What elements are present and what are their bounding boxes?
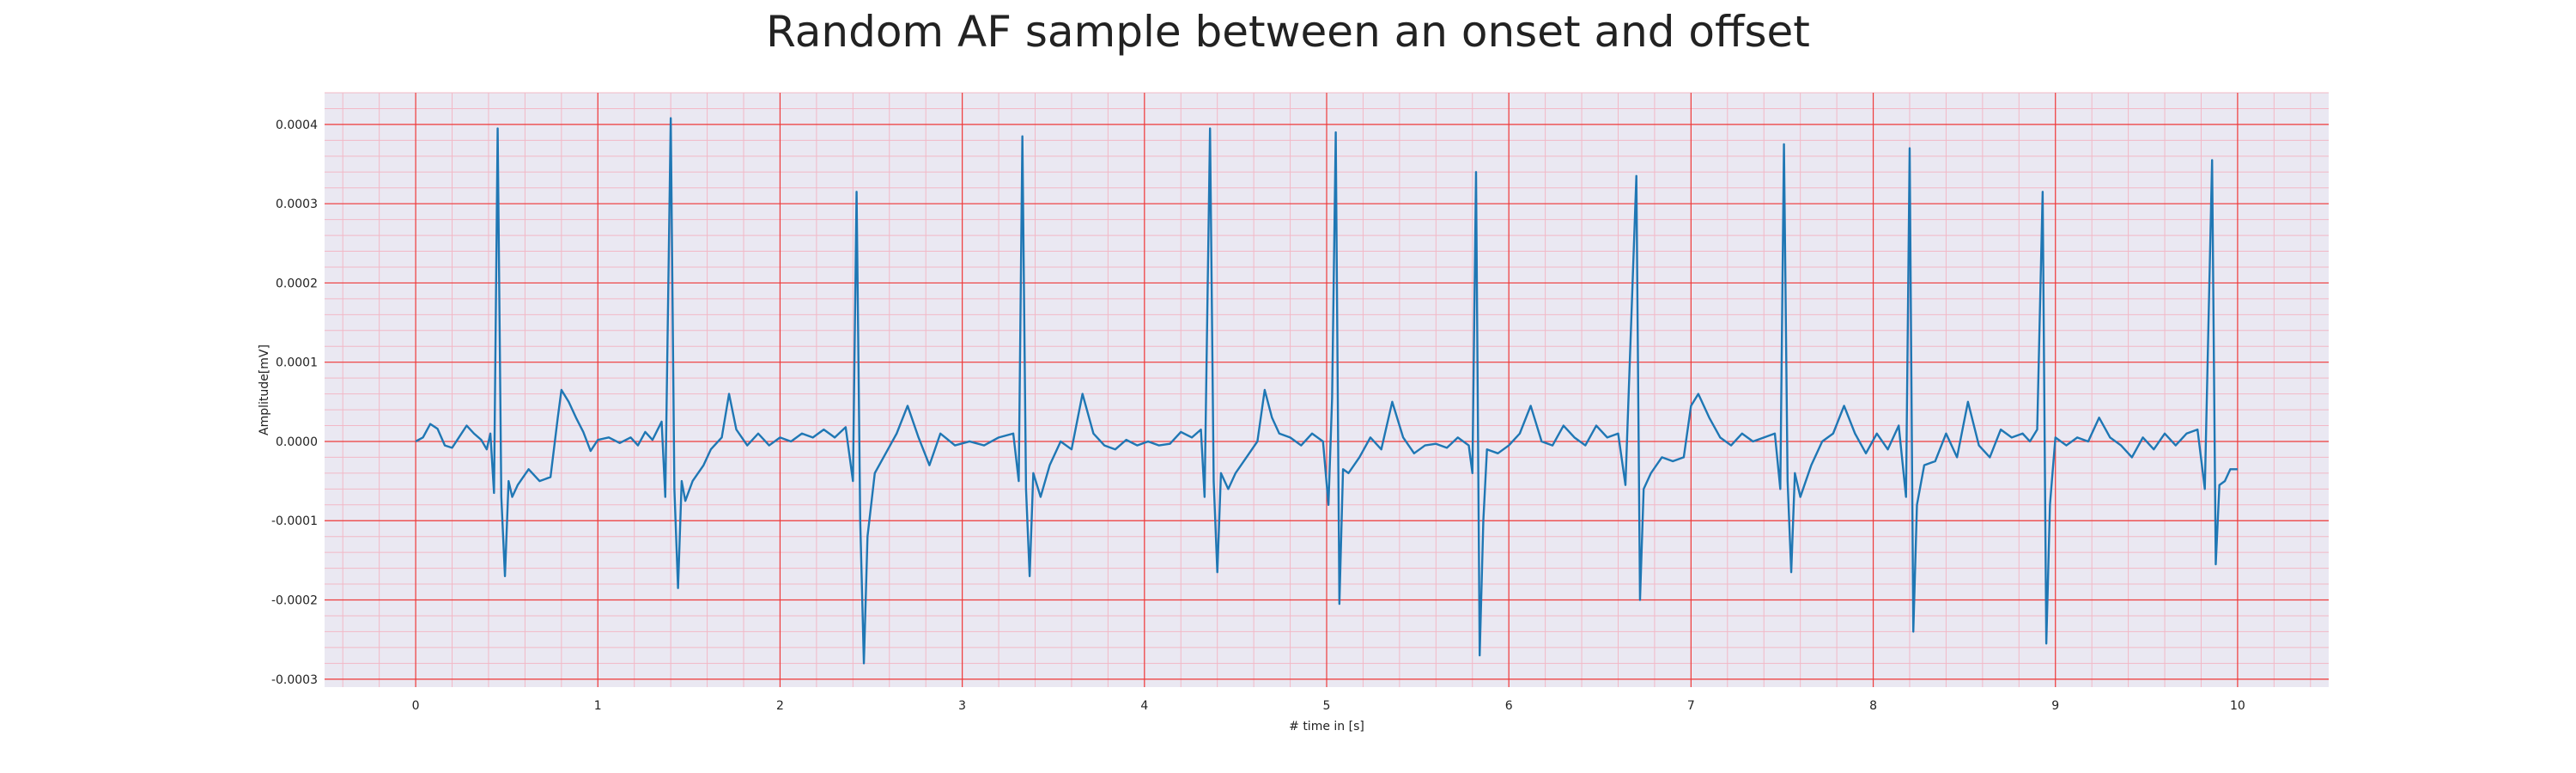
y-tick-label: 0.0001 [276,356,318,370]
x-tick-label: 2 [776,699,784,713]
x-tick-label: 0 [412,699,420,713]
x-tick-label: 8 [1869,699,1877,713]
chart-title: Random AF sample between an onset and of… [766,7,1810,57]
y-tick-label: 0.0003 [276,198,318,211]
x-tick-label: 4 [1140,699,1148,713]
x-tick-label: 7 [1687,699,1695,713]
y-axis-label: Amplitude[mV] [258,344,271,435]
y-tick-label: 0.0004 [276,119,318,132]
y-tick-label: -0.0001 [271,514,318,528]
y-tick-label: -0.0003 [271,673,318,687]
y-tick-label: 0.0000 [276,435,318,449]
x-tick-labels: 0 1 2 3 4 5 6 7 8 9 10 [412,699,2245,713]
x-tick-label: 10 [2230,699,2245,713]
x-axis-label: # time in [s] [1289,720,1364,733]
x-tick-label: 3 [958,699,966,713]
x-tick-label: 1 [594,699,602,713]
x-tick-label: 6 [1505,699,1513,713]
y-tick-labels: -0.0003 -0.0002 -0.0001 0.0000 0.0001 0.0002 0… [271,119,318,687]
ecg-series-line [415,117,2238,665]
y-tick-label: 0.0002 [276,277,318,290]
y-tick-label: -0.0002 [271,594,318,608]
x-tick-label: 5 [1323,699,1331,713]
x-tick-label: 9 [2051,699,2059,713]
major-grid [325,93,2329,687]
